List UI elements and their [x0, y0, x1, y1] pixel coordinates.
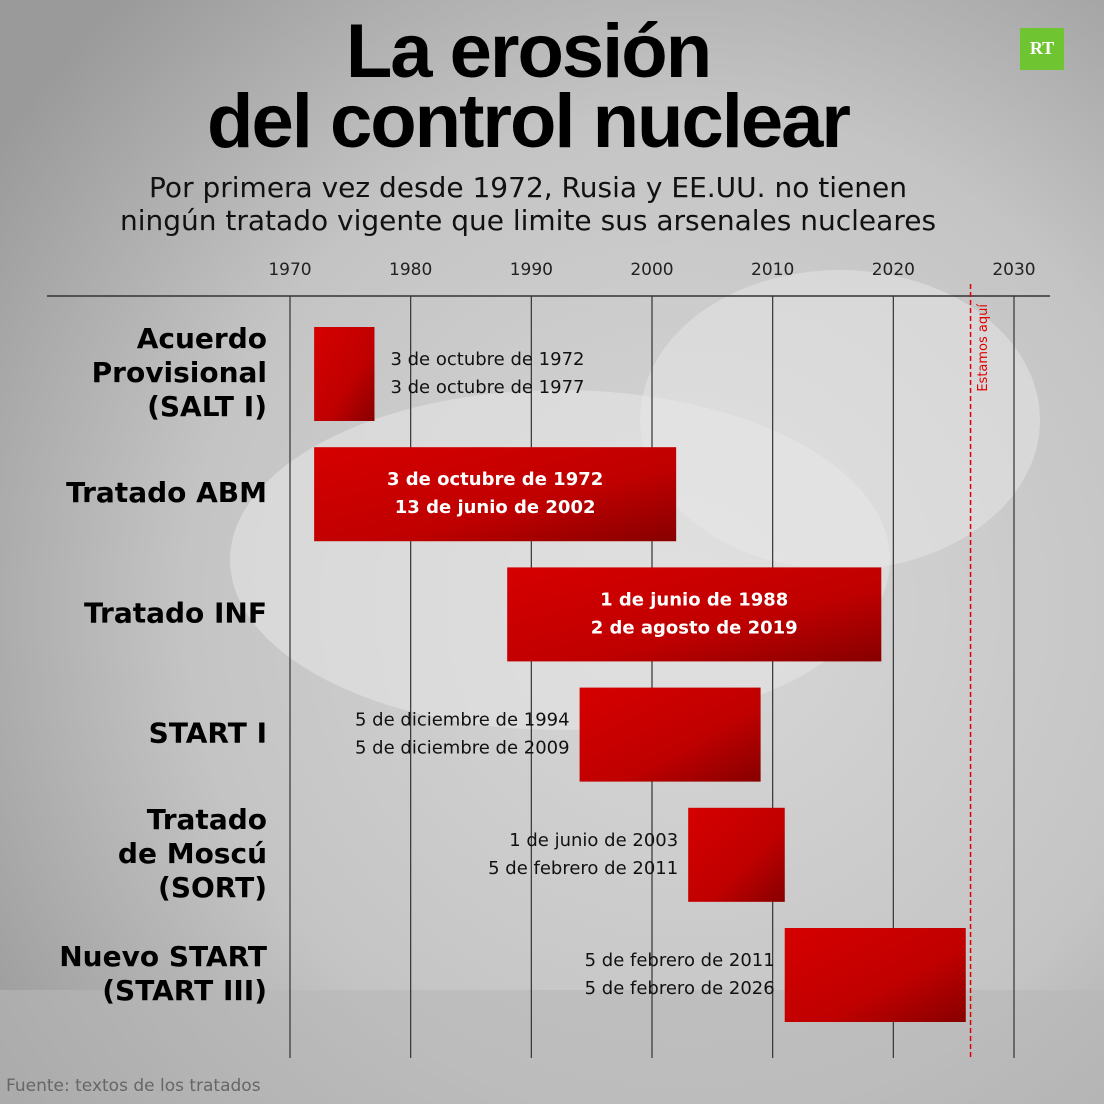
bar-shade: [314, 327, 375, 421]
subtitle-line: Por primera vez desde 1972, Rusia y EE.U…: [149, 171, 907, 204]
bar-shade: [784, 928, 966, 1022]
start-date: 5 de diciembre de 1994: [355, 710, 570, 731]
end-date: 2 de agosto de 2019: [591, 617, 798, 638]
now-label: Estamos aquí: [976, 304, 991, 392]
source: Fuente: textos de los tratados: [6, 1076, 261, 1096]
category-label: (SALT I): [147, 390, 267, 423]
x-tick-label: 1980: [389, 260, 432, 280]
x-tick-label: 2030: [992, 260, 1035, 280]
end-date: 5 de febrero de 2026: [585, 978, 775, 999]
start-date: 3 de octubre de 1972: [387, 469, 603, 490]
end-date: 5 de diciembre de 2009: [355, 738, 570, 759]
x-tick-label: 1990: [510, 260, 553, 280]
end-date: 5 de febrero de 2011: [488, 858, 678, 879]
category-label: Nuevo START: [59, 940, 267, 973]
title-line: La erosión: [346, 9, 710, 94]
bar-shade: [688, 807, 785, 902]
x-tick-label: 2010: [751, 260, 794, 280]
category-label: (START III): [102, 974, 267, 1007]
logo-box: [1020, 28, 1064, 70]
x-tick-label: 1970: [268, 260, 311, 280]
x-tick-label: 2020: [872, 260, 915, 280]
category-label: de Moscú: [118, 837, 267, 870]
category-label: START I: [149, 717, 267, 750]
category-label: Tratado ABM: [66, 476, 267, 509]
bar-shade: [579, 687, 761, 782]
category-label: (SORT): [158, 871, 267, 904]
category-label: Tratado INF: [84, 596, 267, 629]
cloud: [640, 270, 1040, 570]
category-label: Tratado: [147, 803, 267, 836]
end-date: 3 de octubre de 1977: [390, 377, 584, 398]
x-tick-label: 2000: [630, 260, 673, 280]
start-date: 5 de febrero de 2011: [585, 950, 775, 971]
bar-shade: [507, 567, 882, 662]
title-line: del control nuclear: [207, 79, 850, 164]
start-date: 3 de octubre de 1972: [390, 349, 584, 370]
start-date: 1 de junio de 1988: [600, 589, 788, 610]
category-label: Acuerdo: [137, 322, 267, 355]
subtitle-line: ningún tratado vigente que limite sus ar…: [120, 204, 936, 237]
bar-shade: [314, 447, 677, 542]
start-date: 1 de junio de 2003: [509, 830, 678, 851]
category-label: Provisional: [92, 356, 267, 389]
end-date: 13 de junio de 2002: [395, 497, 596, 518]
logo: RT: [1030, 38, 1054, 58]
